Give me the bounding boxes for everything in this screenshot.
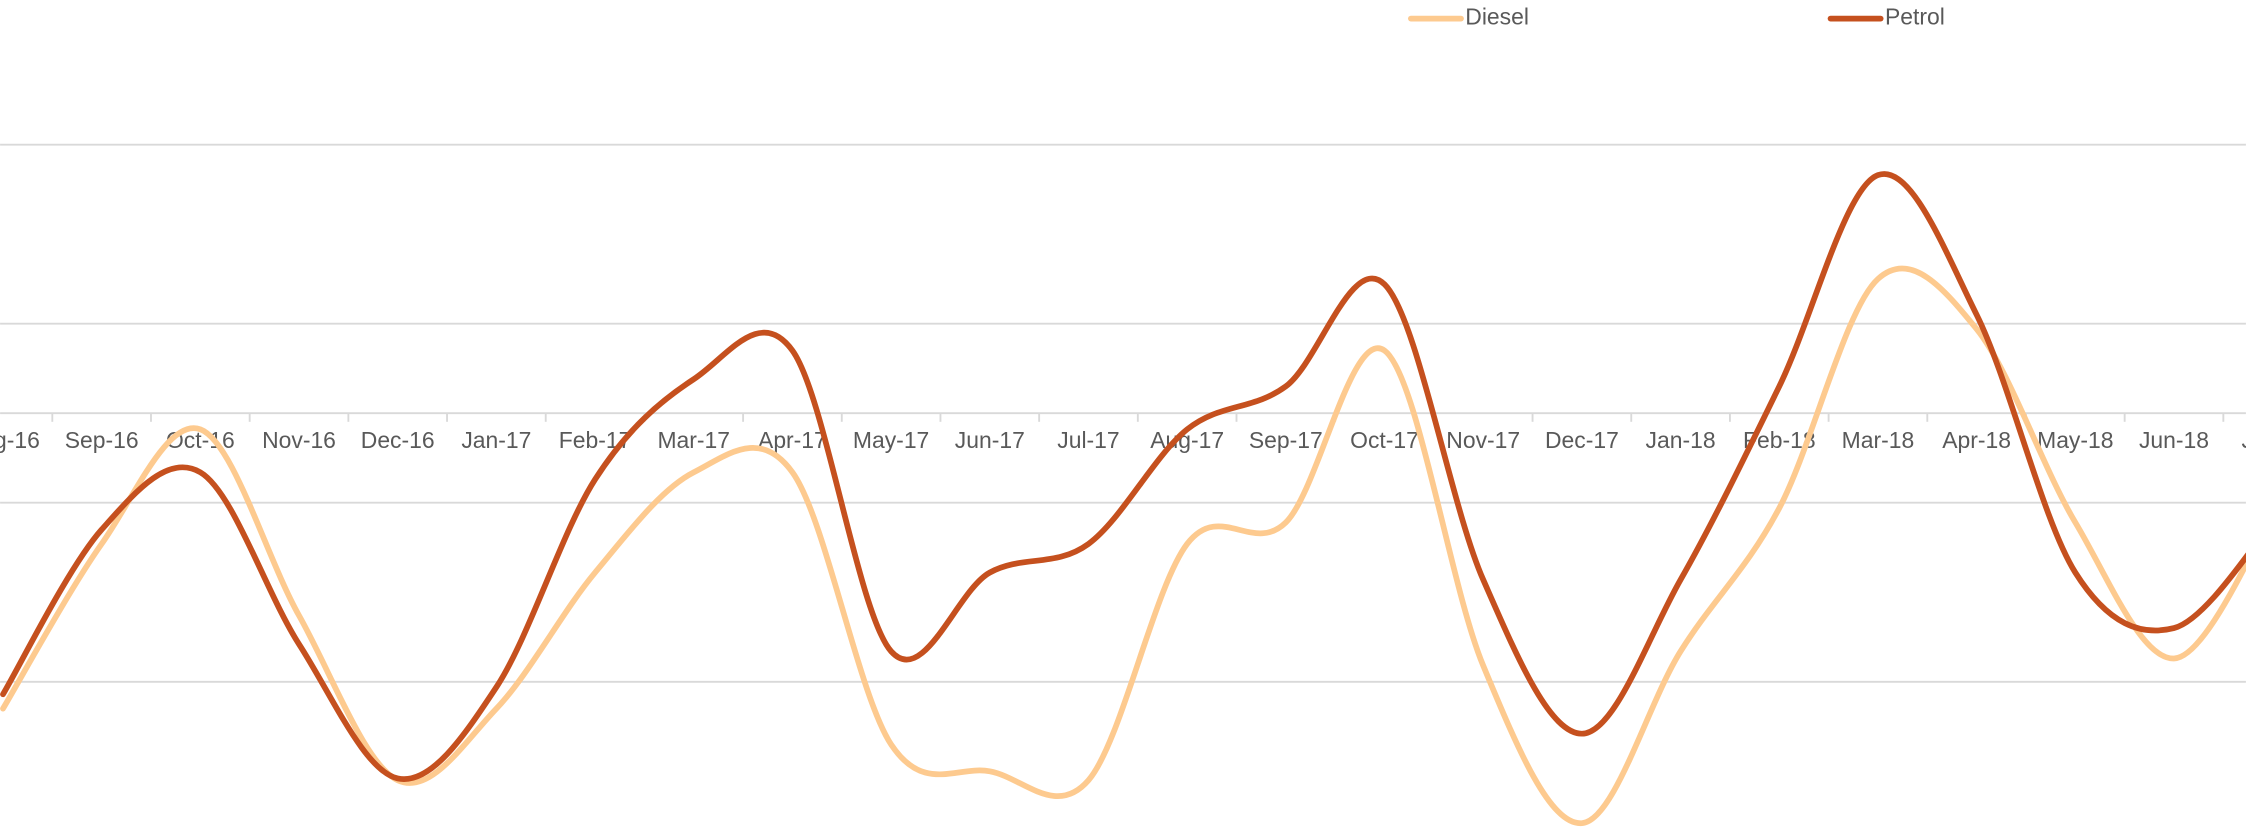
legend-label: Petrol: [1885, 4, 1945, 30]
x-tick-label: May-18: [2037, 427, 2113, 453]
x-tick-label: Aug-16: [0, 427, 40, 453]
x-tick-label: Jun-18: [2139, 427, 2209, 453]
x-tick-label: Dec-17: [1545, 427, 1619, 453]
x-tick-label: Oct-17: [1350, 427, 1419, 453]
x-tick-label: Apr-18: [1942, 427, 2011, 453]
x-tick-label: May-17: [853, 427, 929, 453]
x-tick-label: Mar-17: [657, 427, 730, 453]
x-tick-label: Jul-18: [2241, 427, 2246, 453]
x-tick-label: Nov-17: [1446, 427, 1520, 453]
x-tick-label: Sep-17: [1249, 427, 1323, 453]
x-tick-label: Jan-17: [461, 427, 531, 453]
x-tick-label: Jun-17: [955, 427, 1025, 453]
x-tick-label: Mar-18: [1842, 427, 1915, 453]
x-tick-label: Nov-16: [262, 427, 336, 453]
data-line: [0, 171, 2246, 782]
x-tick-label: Sep-16: [65, 427, 139, 453]
legend-label: Diesel: [1465, 4, 1529, 30]
x-tick-label: Jan-18: [1646, 427, 1716, 453]
x-tick-label: Dec-16: [361, 427, 435, 453]
data-line: [0, 265, 2246, 827]
x-tick-label: Jul-17: [1057, 427, 1119, 453]
